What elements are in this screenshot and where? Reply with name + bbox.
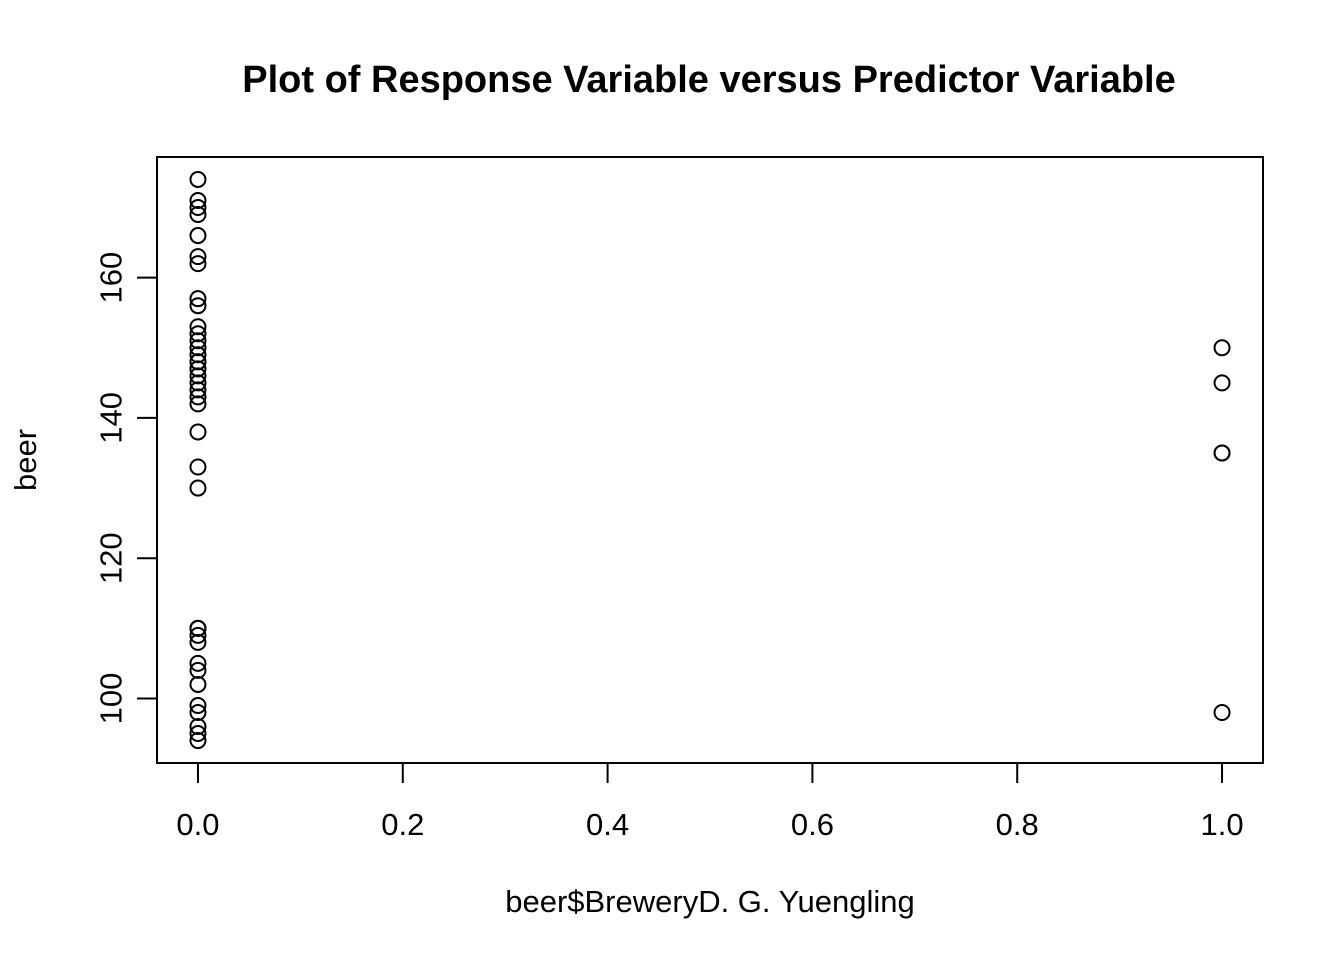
data-point xyxy=(189,654,207,672)
x-tick-label: 0.8 xyxy=(996,807,1039,842)
data-point xyxy=(189,619,207,637)
data-point xyxy=(189,248,207,266)
x-tick-label: 0.2 xyxy=(381,807,424,842)
data-point xyxy=(189,423,207,441)
x-axis-label: beer$BreweryD. G. Yuengling xyxy=(505,884,915,919)
data-points xyxy=(189,170,1231,750)
y-axis: 100 120 140 160 xyxy=(94,252,158,725)
data-point xyxy=(189,353,207,371)
y-tick-label: 160 xyxy=(94,252,129,304)
data-point xyxy=(189,725,207,743)
data-point xyxy=(189,199,207,216)
data-point xyxy=(189,360,207,378)
data-point xyxy=(189,675,207,693)
y-axis-label: beer xyxy=(8,429,43,491)
data-point xyxy=(189,388,207,406)
data-point xyxy=(1213,704,1231,721)
data-point xyxy=(189,297,207,315)
data-point xyxy=(1213,374,1231,392)
data-point xyxy=(189,395,207,413)
y-tick-label: 100 xyxy=(94,673,129,725)
data-point xyxy=(1213,444,1231,462)
x-tick-label: 1.0 xyxy=(1200,807,1243,842)
data-point xyxy=(189,206,207,224)
data-point xyxy=(189,696,207,714)
chart-title: Plot of Response Variable versus Predict… xyxy=(242,59,1176,101)
data-point xyxy=(189,170,207,188)
data-point xyxy=(189,290,207,308)
data-point xyxy=(189,732,207,750)
data-point xyxy=(189,227,207,245)
x-tick-label: 0.4 xyxy=(586,807,629,842)
x-axis: 0.0 0.2 0.4 0.6 0.8 1.0 xyxy=(176,762,1244,842)
data-point xyxy=(189,479,207,497)
y-tick-label: 120 xyxy=(94,532,129,584)
data-point xyxy=(1213,339,1231,357)
x-tick-label: 0.6 xyxy=(791,807,834,842)
plot-frame xyxy=(156,156,1264,764)
data-point xyxy=(189,458,207,476)
x-tick-label: 0.0 xyxy=(176,807,219,842)
data-point xyxy=(189,626,207,644)
y-tick-label: 140 xyxy=(94,392,129,444)
data-point xyxy=(189,255,207,273)
